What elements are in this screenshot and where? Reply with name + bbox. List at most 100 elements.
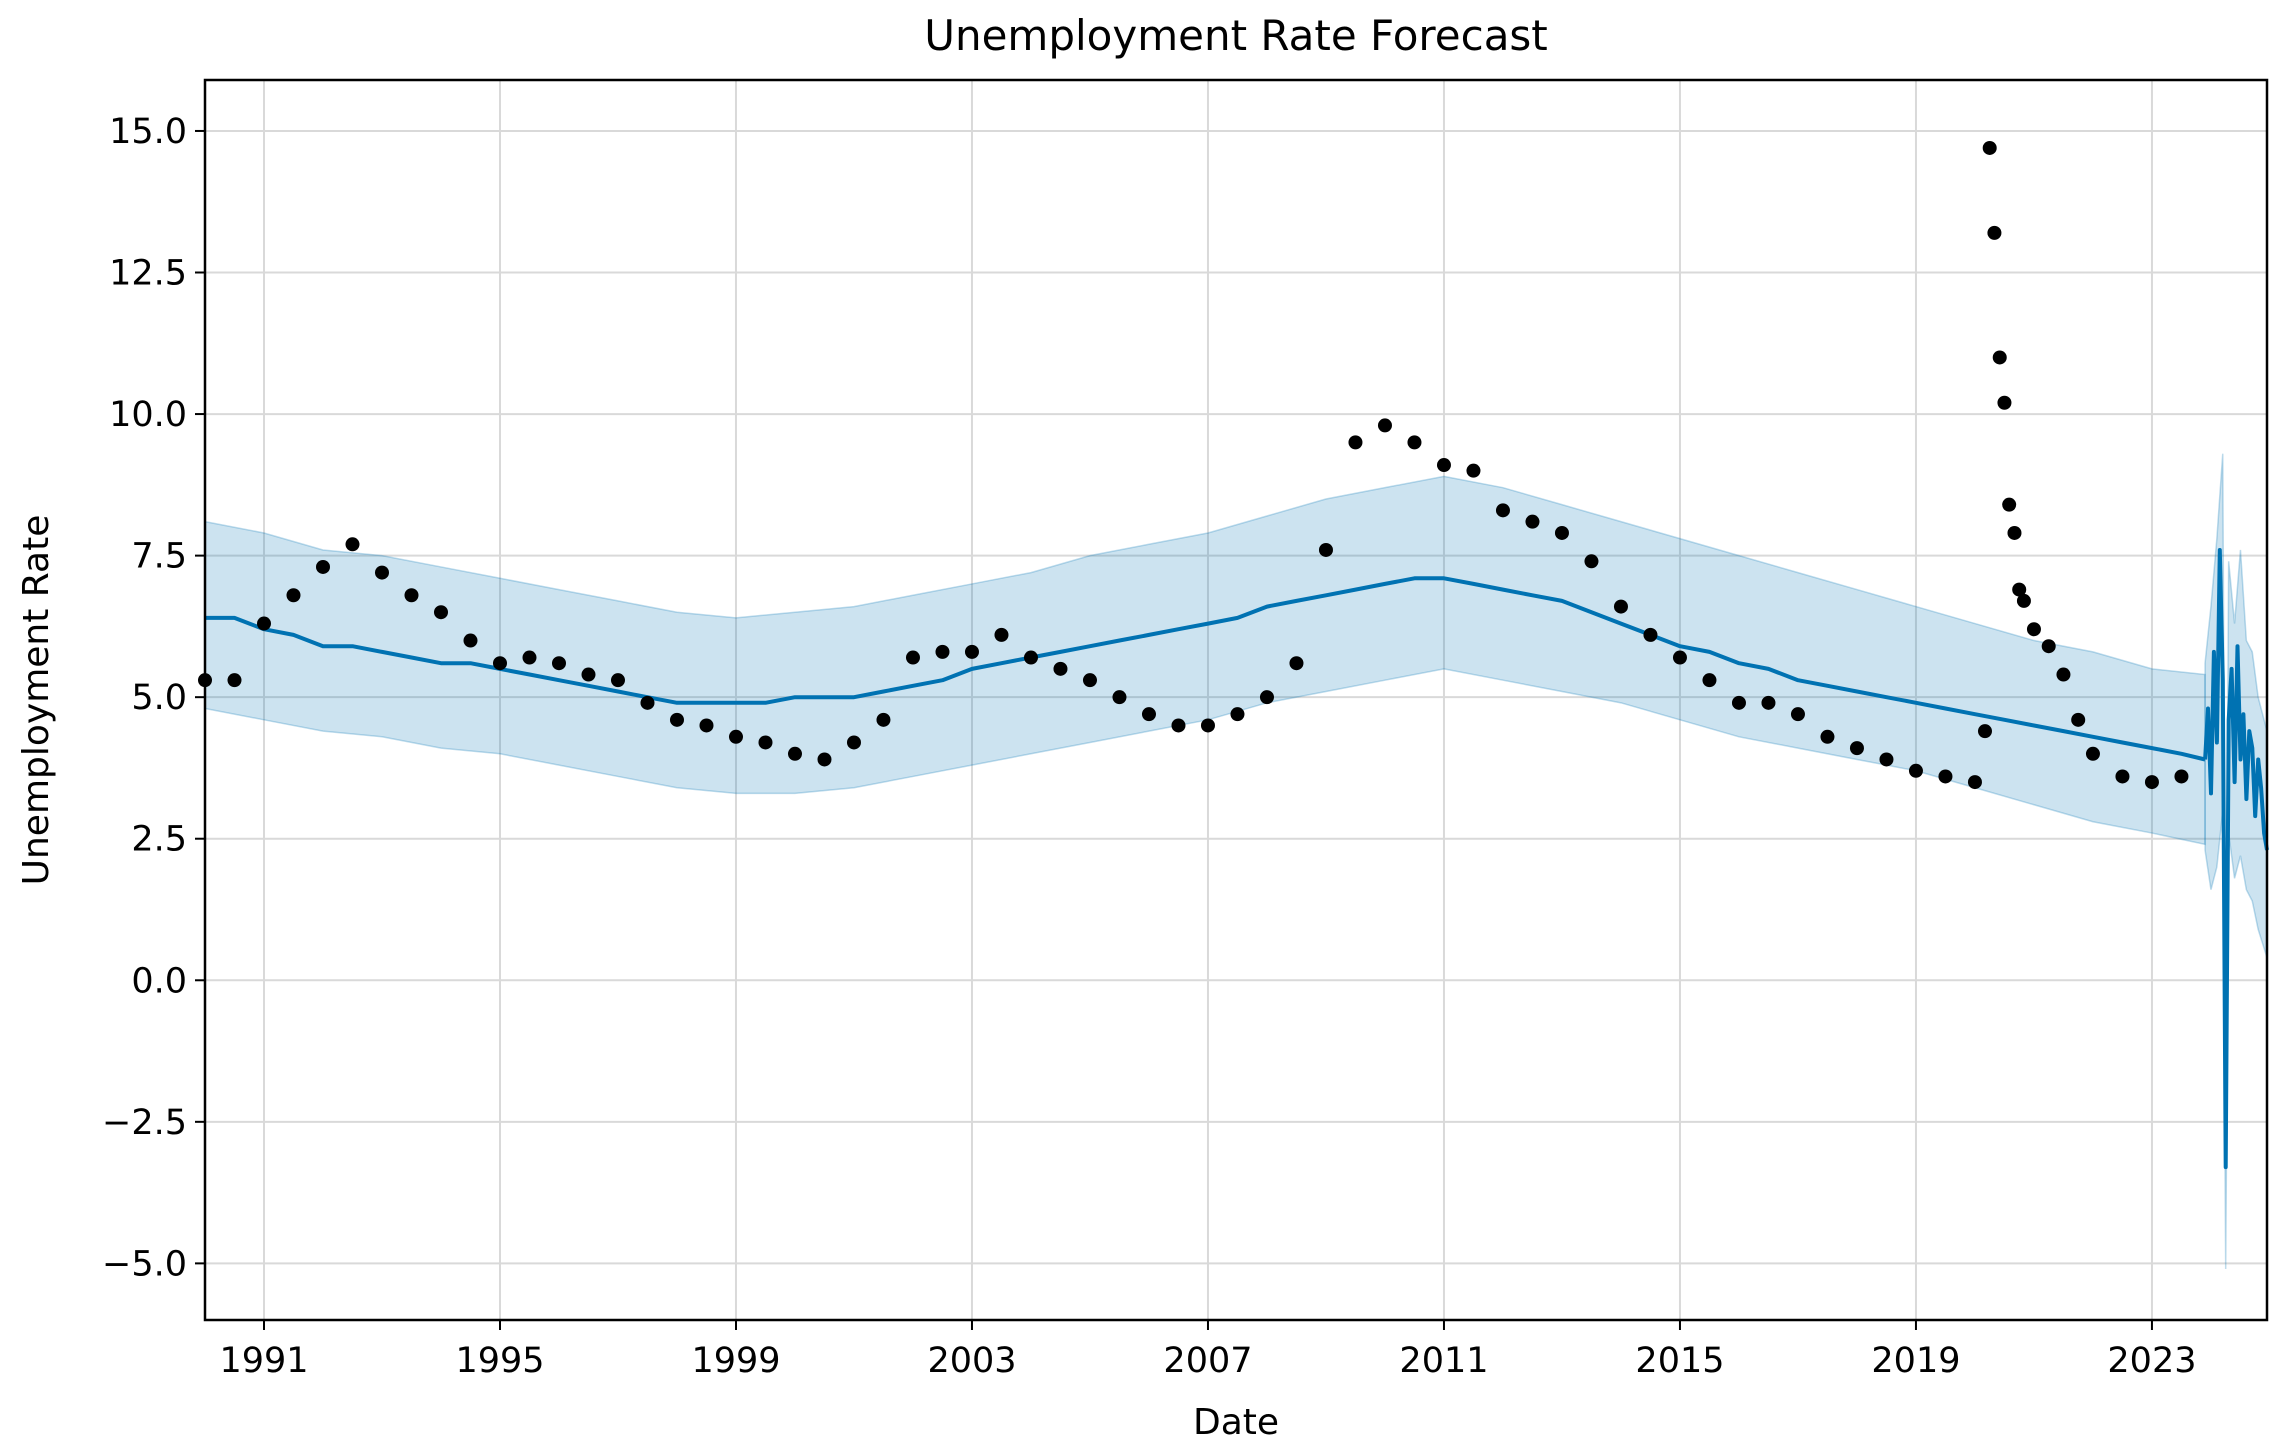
- observed-point: [404, 588, 419, 603]
- uncertainty-band: [204, 475, 2206, 846]
- observed-point: [1997, 395, 2012, 410]
- y-tick-label: 10.0: [109, 395, 187, 435]
- observed-point: [1790, 707, 1805, 722]
- x-tick-label: 2015: [1635, 1341, 1724, 1381]
- observed-point: [1908, 763, 1923, 778]
- observed-point: [1377, 418, 1392, 433]
- x-axis-ticks: 1991 1995 1999 2003 2007 2011 2015 2019 2023: [219, 1320, 2196, 1381]
- observed-point: [2016, 593, 2031, 608]
- observed-point: [1702, 673, 1717, 688]
- uncertainty-band: [2204, 453, 2268, 1270]
- observed-point: [2056, 667, 2071, 682]
- observed-point: [1112, 690, 1127, 705]
- x-tick-label: 2003: [927, 1341, 1016, 1381]
- observed-point: [610, 673, 625, 688]
- forecast-line: [205, 576, 2206, 762]
- observed-point: [1318, 542, 1333, 557]
- observed-point: [2041, 639, 2056, 654]
- x-tick-label: 2011: [1399, 1341, 1488, 1381]
- observed-point: [2174, 769, 2189, 784]
- observed-point: [1230, 707, 1245, 722]
- observed-point: [758, 735, 773, 750]
- observed-point: [1082, 673, 1097, 688]
- observed-point: [1023, 650, 1038, 665]
- x-tick-label: 1999: [691, 1341, 780, 1381]
- observed-point: [2007, 525, 2022, 540]
- observed-point: [551, 656, 566, 671]
- y-tick-label: −5.0: [102, 1244, 187, 1284]
- observed-point: [699, 718, 714, 733]
- observed-point: [640, 695, 655, 710]
- observed-point: [1584, 554, 1599, 569]
- observed-point: [1977, 724, 1992, 739]
- observed-point: [905, 650, 920, 665]
- observed-point: [433, 605, 448, 620]
- y-tick-label: 7.5: [131, 537, 187, 577]
- observed-point: [1849, 741, 1864, 756]
- observed-point: [1731, 695, 1746, 710]
- observed-point: [1987, 225, 2002, 240]
- x-tick-label: 2019: [1871, 1341, 1960, 1381]
- observed-point: [581, 667, 596, 682]
- observed-point: [1554, 525, 1569, 540]
- observed-point: [1967, 775, 1982, 790]
- observed-point: [345, 537, 360, 552]
- y-tick-label: −2.5: [102, 1103, 187, 1143]
- observed-point: [463, 633, 478, 648]
- observed-point: [1141, 707, 1156, 722]
- chart-title: Unemployment Rate Forecast: [924, 11, 1548, 60]
- x-tick-label: 1991: [219, 1341, 308, 1381]
- observed-point: [994, 627, 1009, 642]
- observed-point: [2012, 582, 2027, 597]
- y-axis-title: Unemployment Rate: [16, 515, 57, 886]
- x-tick-label: 1995: [455, 1341, 544, 1381]
- observed-point: [2085, 746, 2100, 761]
- observed-point: [2026, 622, 2041, 637]
- x-axis-title: Date: [1193, 1402, 1279, 1443]
- y-tick-label: 2.5: [131, 820, 187, 860]
- y-tick-label: 5.0: [131, 678, 187, 718]
- grid: [205, 80, 2267, 1320]
- observed-point: [2002, 497, 2017, 512]
- observed-point: [1053, 661, 1068, 676]
- observed-point: [1879, 752, 1894, 767]
- y-axis-ticks: −5.0 −2.5 0.0 2.5 5.0 7.5 10.0 12.5 15.0: [102, 112, 205, 1284]
- observed-point: [1938, 769, 1953, 784]
- observed-point: [1466, 463, 1481, 478]
- observed-point: [1643, 627, 1658, 642]
- observed-point: [286, 588, 301, 603]
- y-tick-label: 0.0: [131, 961, 187, 1001]
- observed-point: [1495, 503, 1510, 518]
- observed-point: [1348, 435, 1363, 450]
- observed-point: [817, 752, 832, 767]
- x-tick-label: 2023: [2107, 1341, 2196, 1381]
- uncertainty-band-layer: [204, 453, 2268, 1270]
- observed-point: [2115, 769, 2130, 784]
- observed-point: [492, 656, 507, 671]
- observed-point: [522, 650, 537, 665]
- observed-point: [1992, 350, 2007, 365]
- observed-point: [315, 559, 330, 574]
- observed-point: [374, 565, 389, 580]
- observed-point: [2071, 712, 2086, 727]
- observed-point: [227, 673, 242, 688]
- observed-point: [876, 712, 891, 727]
- observed-point: [1200, 718, 1215, 733]
- observed-point: [935, 644, 950, 659]
- y-tick-label: 12.5: [109, 254, 187, 294]
- observed-point: [669, 712, 684, 727]
- observed-point: [1761, 695, 1776, 710]
- observed-point: [1171, 718, 1186, 733]
- observed-point: [1525, 514, 1540, 529]
- observed-points-layer: [198, 140, 2189, 790]
- plot-frame: [203, 78, 2269, 1322]
- observed-point: [256, 616, 271, 631]
- observed-point: [1982, 140, 1997, 155]
- forecast-line-layer: [205, 548, 2269, 1170]
- forecast-line: [2203, 548, 2269, 1170]
- observed-point: [1672, 650, 1687, 665]
- observed-point: [1820, 729, 1835, 744]
- observed-point: [728, 729, 743, 744]
- observed-point: [846, 735, 861, 750]
